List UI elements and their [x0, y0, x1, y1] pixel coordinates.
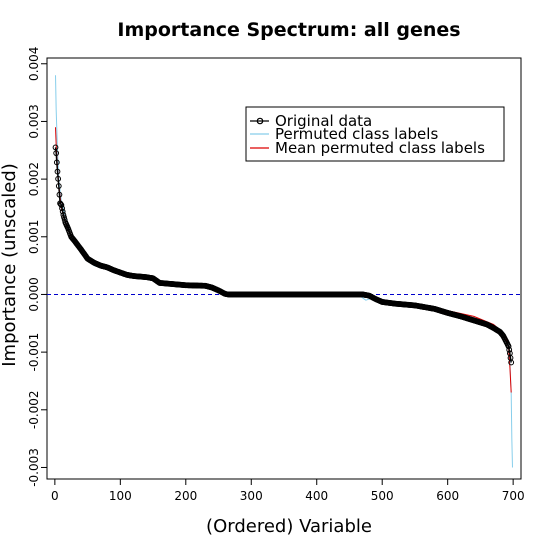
data-point	[58, 202, 65, 208]
y-tick-label: -0.002	[27, 390, 41, 429]
x-tick-label: 700	[502, 489, 525, 503]
series-mean-permuted-line	[55, 127, 512, 393]
x-axis-label: (Ordered) Variable	[206, 516, 372, 537]
x-tick-label: 300	[240, 489, 263, 503]
data-point	[508, 359, 515, 366]
plot-frame	[46, 57, 522, 480]
y-tick-label: 0.000	[27, 277, 41, 311]
x-tick-label: 0	[51, 489, 59, 503]
x-axis: 0 100 200 300 400 500 600 700	[51, 479, 525, 503]
y-tick-label: -0.003	[27, 448, 41, 487]
data-point	[59, 205, 65, 212]
y-axis-label: Importance (unscaled)	[0, 163, 20, 367]
data-point	[53, 150, 60, 157]
data-point	[506, 346, 513, 353]
data-point	[56, 191, 63, 198]
chart-title: Importance Spectrum: all genes	[117, 19, 460, 41]
y-tick-label: -0.001	[27, 333, 41, 372]
x-tick-label: 100	[109, 489, 132, 503]
x-tick-label: 500	[371, 489, 394, 503]
data-point	[61, 214, 67, 221]
y-tick-label: 0.002	[27, 162, 41, 196]
data-point	[53, 159, 60, 166]
legend-label-mean-permuted: Mean permuted class labels	[275, 139, 485, 157]
y-tick-label: 0.003	[27, 104, 41, 138]
series-layer	[52, 75, 515, 468]
y-tick-label: 0.004	[27, 47, 41, 81]
data-point	[52, 144, 59, 151]
data-point	[59, 208, 66, 215]
data-point	[55, 183, 62, 189]
legend-label-original: Original data	[275, 112, 372, 130]
y-axis: -0.003 -0.002 -0.001 0.000 0.001 0.002 0.003 0.…	[27, 47, 47, 487]
legend: Original data Permuted class labels Mean…	[245, 106, 505, 162]
data-point	[55, 175, 62, 182]
legend-label-permuted: Permuted class labels	[275, 125, 438, 143]
data-point	[505, 343, 512, 350]
y-tick-label: 0.001	[27, 220, 41, 254]
x-tick-label: 400	[305, 489, 328, 503]
series-original-line	[54, 147, 512, 363]
data-point	[54, 168, 61, 175]
original-data-markers	[52, 144, 515, 366]
x-tick-label: 600	[436, 489, 459, 503]
x-tick-label: 200	[174, 489, 197, 503]
data-point	[60, 211, 67, 218]
legend-box	[245, 106, 505, 162]
legend-marker-original	[256, 117, 264, 125]
